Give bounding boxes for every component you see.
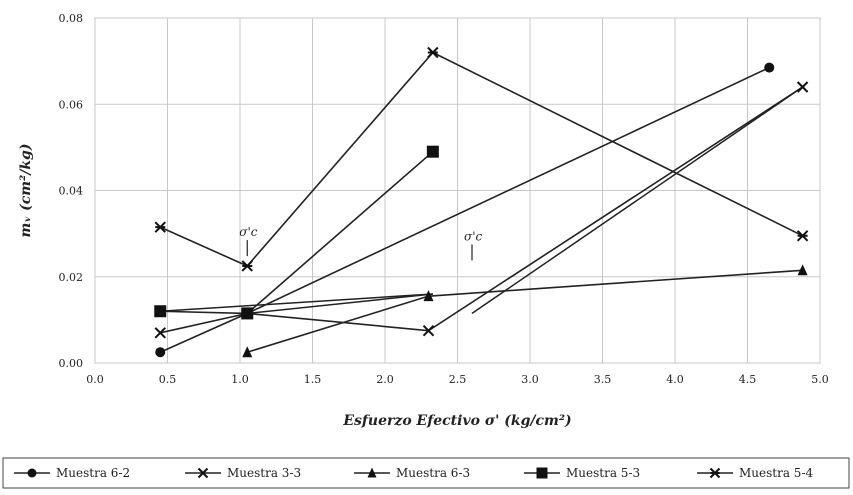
- connector-line: [471, 86, 804, 315]
- marker-triangle: [797, 264, 808, 276]
- y-tick-label: 0.00: [59, 357, 84, 370]
- marker-x: [197, 467, 209, 479]
- marker-asterisk: [241, 260, 253, 272]
- series-line: [159, 51, 803, 267]
- marker-asterisk: [709, 467, 721, 479]
- x-tick-label: 3.5: [594, 373, 612, 386]
- legend-label: Muestra 5-4: [739, 466, 813, 480]
- marker-circle: [27, 468, 37, 478]
- series-muestra-6-3: [242, 264, 808, 358]
- marker-triangle: [242, 346, 253, 358]
- x-tick-label: 5.0: [811, 373, 829, 386]
- annotation-label: σ'c: [239, 225, 257, 239]
- y-axis-title: mᵥ (cm²/kg): [18, 144, 34, 238]
- marker-triangle: [423, 290, 434, 302]
- legend-label: Muestra 3-3: [227, 466, 301, 480]
- x-tick-label: 4.0: [666, 373, 684, 386]
- marker-square: [241, 307, 254, 320]
- marker-asterisk: [796, 230, 809, 242]
- legend-label: Muestra 5-3: [566, 466, 640, 480]
- x-tick-label: 3.0: [521, 373, 539, 386]
- connector-line: [160, 293, 433, 312]
- y-tick-label: 0.06: [59, 98, 84, 111]
- x-tick-label: 0.0: [86, 373, 104, 386]
- marker-square: [154, 305, 167, 318]
- connector-line: [247, 293, 433, 315]
- x-tick-label: 2.5: [449, 373, 467, 386]
- series-line: [160, 86, 804, 334]
- marker-triangle: [367, 467, 377, 478]
- marker-asterisk: [154, 221, 166, 233]
- y-tick-label: 0.04: [59, 185, 84, 198]
- series-muestra-5-3: [154, 145, 439, 320]
- marker-square: [426, 145, 439, 158]
- series-muestra-5-4: [154, 46, 809, 272]
- x-tick-label: 0.5: [159, 373, 177, 386]
- marker-circle: [155, 347, 166, 358]
- marker-x: [154, 327, 166, 339]
- x-tick-label: 1.0: [231, 373, 249, 386]
- legend-label: Muestra 6-2: [56, 466, 130, 480]
- marker-x: [796, 81, 809, 93]
- x-tick-label: 1.5: [304, 373, 322, 386]
- marker-asterisk: [427, 46, 439, 59]
- legend: [2, 457, 850, 489]
- marker-x: [422, 324, 435, 337]
- x-tick-label: 2.0: [376, 373, 394, 386]
- y-tick-label: 0.02: [59, 271, 84, 284]
- annotation-label: σ'c: [464, 229, 482, 243]
- x-axis-title: Esfuerzo Efectivo σ' (kg/cm²): [342, 413, 571, 429]
- legend-label: Muestra 6-3: [396, 466, 470, 480]
- marker-circle: [764, 62, 775, 73]
- x-tick-label: 4.5: [739, 373, 757, 386]
- y-tick-label: 0.08: [59, 12, 84, 25]
- marker-square: [536, 467, 548, 479]
